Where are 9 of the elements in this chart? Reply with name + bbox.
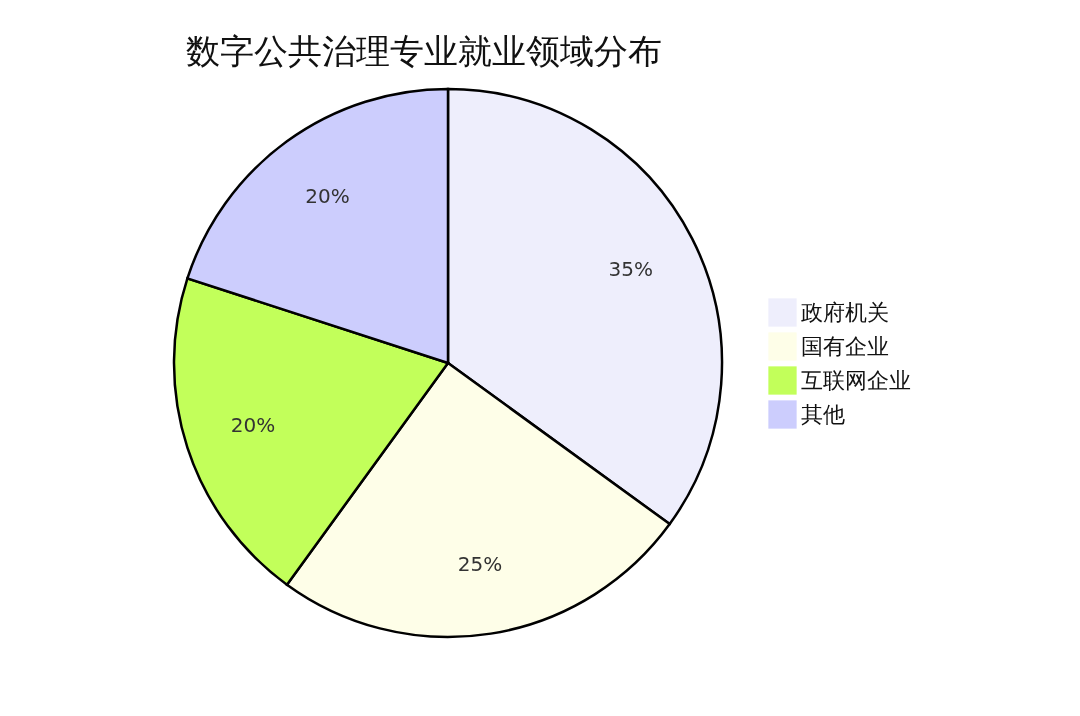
data-label: 20% <box>305 184 350 209</box>
legend-label: 国有企业 <box>801 333 889 359</box>
legend-label: 政府机关 <box>801 299 889 325</box>
data-label: 35% <box>608 256 653 281</box>
legend-label: 其他 <box>801 401 845 427</box>
legend-label: 互联网企业 <box>801 367 911 393</box>
chart-title: 数字公共治理专业就业领域分布 <box>186 31 662 71</box>
data-label: 25% <box>457 552 503 577</box>
data-label: 20% <box>230 413 276 438</box>
